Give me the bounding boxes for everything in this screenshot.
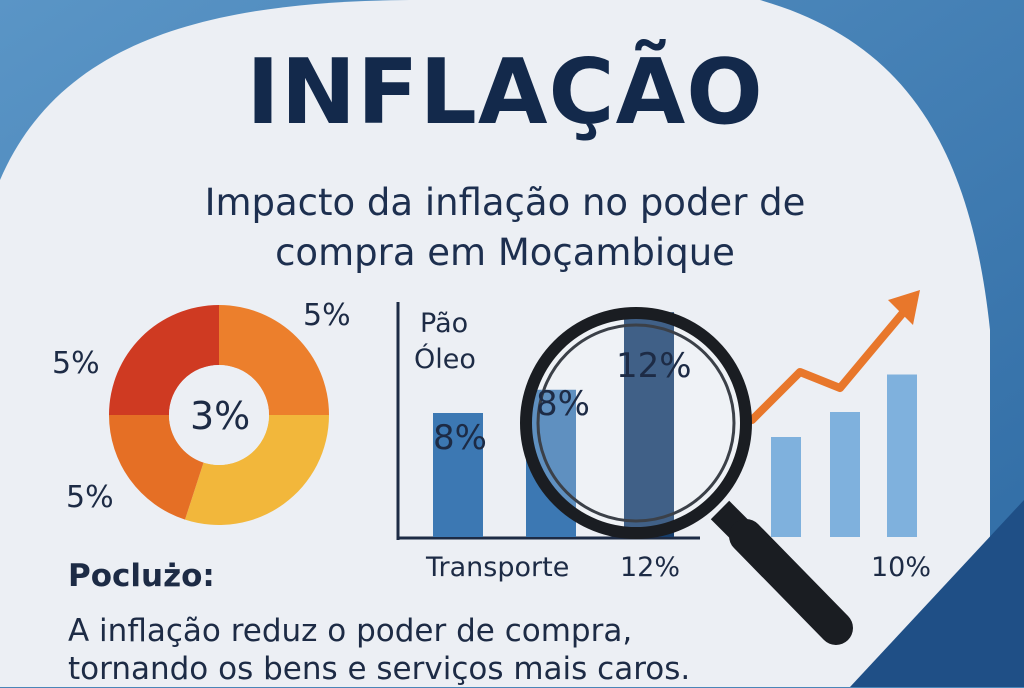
trend-bar-chart bbox=[771, 374, 917, 537]
bar-3 bbox=[624, 312, 674, 537]
bar-value-label-1: 8% bbox=[433, 418, 487, 458]
subtitle-line-1: Impacto da inflação no poder de bbox=[204, 181, 806, 224]
page-title: INFLAÇÃO bbox=[246, 40, 764, 145]
bar-chart bbox=[433, 312, 674, 537]
donut-slice-label-bottom-left: 5% bbox=[66, 480, 114, 515]
bar-x-label-12: 12% bbox=[620, 552, 681, 583]
donut-slice-1 bbox=[219, 305, 329, 415]
trend-arrow-icon bbox=[748, 290, 920, 424]
trend-bar-1 bbox=[771, 437, 801, 537]
donut-slice-label-top-right: 5% bbox=[303, 298, 351, 333]
magnifying-glass-icon bbox=[520, 307, 853, 645]
subtitle-line-2: compra em Moçambique bbox=[275, 231, 735, 274]
subtitle: Impacto da inflação no poder de compra e… bbox=[0, 178, 1010, 278]
donut-slice-3 bbox=[109, 415, 204, 520]
trend-x-label-10: 10% bbox=[871, 552, 932, 583]
body-line-2: tornando os bens e serviços mais caros. bbox=[68, 651, 691, 687]
corner-accent bbox=[850, 500, 1024, 687]
body-line-1: A inflação reduz o poder de compra, bbox=[68, 613, 633, 649]
bar-axis-label-oleo: Óleo bbox=[414, 344, 476, 375]
trend-bar-3 bbox=[887, 374, 917, 537]
bar-axis-label-pao: Pão bbox=[420, 308, 469, 339]
bar-x-label-transporte: Transporte bbox=[426, 552, 570, 583]
bar-1 bbox=[433, 413, 483, 537]
donut-center-label: 3% bbox=[190, 394, 251, 438]
trend-bar-2 bbox=[830, 412, 860, 537]
section-heading: Poclużo: bbox=[68, 558, 215, 594]
donut-hole bbox=[169, 365, 269, 465]
donut-slice-4 bbox=[109, 305, 219, 415]
bar-value-label-2: 8% bbox=[536, 384, 590, 424]
donut-chart bbox=[109, 305, 329, 525]
bar-value-label-3: 12% bbox=[616, 346, 692, 386]
donut-slice-2 bbox=[185, 415, 329, 525]
donut-slice-label-left: 5% bbox=[52, 346, 100, 381]
body-text: A inflação reduz o poder de compra, torn… bbox=[68, 612, 690, 688]
